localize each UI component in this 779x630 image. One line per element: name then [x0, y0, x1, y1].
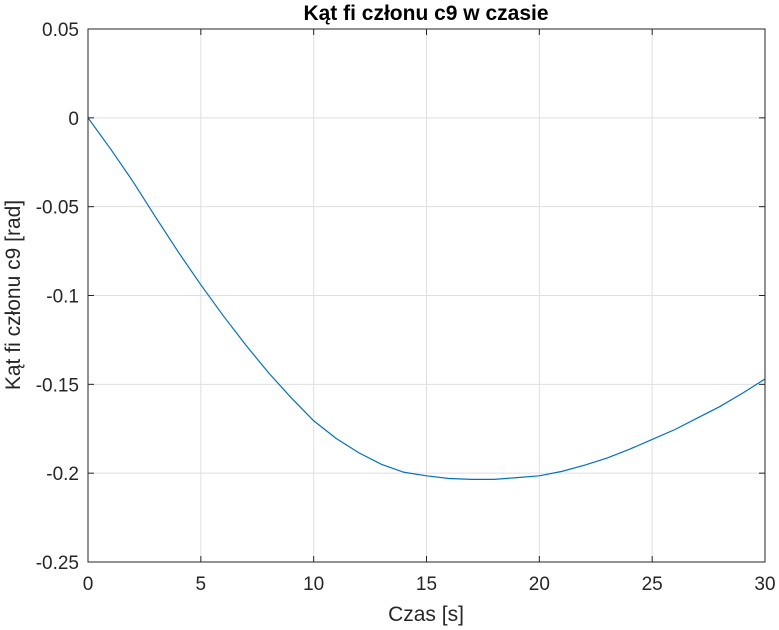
y-axis-label: Kąt fi członu c9 [rad]: [2, 200, 25, 390]
chart-title: Kąt fi członu c9 w czasie: [303, 2, 548, 25]
x-tick-label: 20: [529, 574, 550, 595]
y-tick-label: 0.05: [42, 20, 79, 41]
x-tick-label: 10: [303, 574, 324, 595]
x-tick-label: 30: [754, 574, 775, 595]
y-tick-label: -0.1: [46, 287, 79, 308]
tick-marks: [87, 28, 766, 563]
data-series-line: [87, 117, 766, 480]
y-tick-label: -0.15: [36, 375, 79, 396]
x-tick-label: 5: [196, 574, 207, 595]
x-tick-label: 15: [416, 574, 437, 595]
y-tick-label: -0.05: [36, 198, 79, 219]
y-tick-label: -0.2: [46, 464, 79, 485]
y-tick-labels: -0.25 -0.2 -0.15 -0.1 -0.05 0 0.05: [36, 20, 79, 574]
x-tick-label: 25: [642, 574, 663, 595]
x-tick-label: 0: [83, 574, 94, 595]
y-tick-label: -0.25: [36, 553, 79, 574]
y-tick-label: 0: [68, 109, 79, 130]
x-tick-labels: 0 5 10 15 20 25 30: [83, 574, 776, 595]
x-axis-label: Czas [s]: [388, 603, 464, 626]
